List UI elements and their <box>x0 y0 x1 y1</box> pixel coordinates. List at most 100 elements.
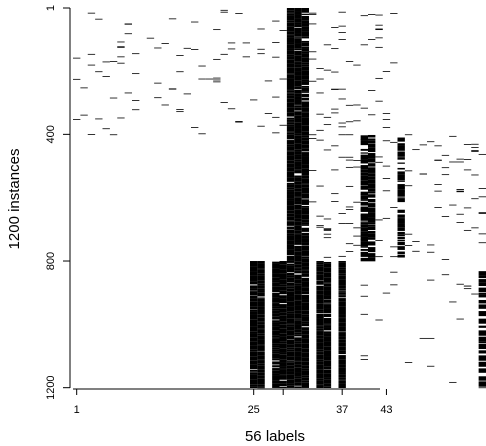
heatmap-cell <box>257 339 265 345</box>
heatmap-cell <box>397 231 405 235</box>
heatmap-cell <box>294 175 302 178</box>
heatmap-cell <box>286 272 295 276</box>
heatmap-cell <box>294 48 302 51</box>
heatmap-cell <box>478 213 486 214</box>
heatmap-cell <box>345 61 354 62</box>
heatmap-cell <box>257 344 265 346</box>
heatmap-cell <box>294 299 302 301</box>
heatmap-cell <box>279 368 287 370</box>
heatmap-cell <box>301 365 310 369</box>
heatmap-cell <box>338 359 346 365</box>
heatmap-cell <box>102 61 110 63</box>
heatmap-cell <box>316 129 324 131</box>
heatmap-cell <box>286 205 295 211</box>
heatmap-cell <box>286 163 295 168</box>
heatmap-cell <box>294 201 302 205</box>
heatmap-cell <box>294 170 302 174</box>
heatmap-cell <box>286 54 295 57</box>
heatmap-cell <box>478 330 486 336</box>
heatmap-cell <box>301 348 310 353</box>
heatmap-cell <box>323 267 332 273</box>
heatmap-cell <box>301 103 310 108</box>
heatmap-cell <box>338 383 346 388</box>
heatmap-cell <box>301 101 310 103</box>
heatmap-cell <box>301 227 310 232</box>
heatmap-cell <box>257 369 265 373</box>
heatmap-cell <box>286 182 295 185</box>
heatmap-cell <box>117 117 125 119</box>
heatmap-cell <box>360 135 369 141</box>
heatmap-cell <box>478 341 486 344</box>
heatmap-cell <box>183 47 192 49</box>
heatmap-cell <box>286 213 295 217</box>
heatmap-cell <box>338 288 346 291</box>
heatmap-cell <box>87 53 96 55</box>
heatmap-cell <box>301 370 310 376</box>
heatmap-cell <box>360 208 369 210</box>
heatmap-cell <box>301 164 310 169</box>
heatmap-cell <box>286 267 295 273</box>
heatmap-cell <box>368 194 376 198</box>
heatmap-cell <box>375 37 383 39</box>
heatmap-cell <box>117 41 125 43</box>
heatmap-cell <box>360 152 369 154</box>
heatmap-cell <box>272 293 280 298</box>
heatmap-cell <box>294 99 302 105</box>
heatmap-cell <box>294 214 302 217</box>
heatmap-cell <box>286 48 295 51</box>
heatmap-cell <box>323 263 332 268</box>
heatmap-cell <box>404 362 413 363</box>
heatmap-cell <box>279 336 287 342</box>
heatmap-cell <box>286 22 295 27</box>
heatmap-cell <box>294 161 302 167</box>
heatmap-cell <box>279 264 287 270</box>
heatmap-cell <box>272 361 280 365</box>
heatmap-cell <box>301 29 310 32</box>
heatmap-cell <box>257 387 265 389</box>
heatmap-cell <box>478 287 486 293</box>
heatmap-cell <box>286 112 295 117</box>
heatmap-cell <box>309 14 317 15</box>
heatmap-cell <box>360 194 369 196</box>
heatmap-cell <box>213 58 221 60</box>
heatmap-cell <box>294 80 302 87</box>
heatmap-cell <box>323 299 332 303</box>
heatmap-cell <box>390 207 398 208</box>
heatmap-cell <box>301 8 310 13</box>
heatmap-cell <box>338 314 346 318</box>
heatmap-cell <box>286 56 295 60</box>
heatmap-cell <box>368 179 376 184</box>
heatmap-cell <box>323 237 332 239</box>
heatmap-cell <box>323 286 332 291</box>
heatmap-cell <box>198 65 206 67</box>
heatmap-cell <box>338 285 346 289</box>
heatmap-cell <box>301 387 310 388</box>
heatmap-cell <box>323 386 332 388</box>
heatmap-cell <box>257 317 265 322</box>
heatmap-cell <box>301 81 310 85</box>
heatmap-cell <box>331 108 339 110</box>
heatmap-cell <box>478 343 486 350</box>
heatmap-cell <box>227 48 236 50</box>
heatmap-cell <box>301 66 310 71</box>
heatmap-cell <box>154 82 162 84</box>
heatmap-cell <box>368 14 376 15</box>
heatmap-cell <box>250 311 258 315</box>
heatmap-cell <box>316 352 324 355</box>
heatmap-cell <box>294 149 302 152</box>
heatmap-cell <box>456 161 464 163</box>
heatmap-cell <box>301 266 310 270</box>
heatmap-cell <box>250 314 258 320</box>
heatmap-cell <box>301 137 310 141</box>
heatmap-cell <box>250 333 258 338</box>
heatmap-cell <box>294 154 302 157</box>
heatmap-cell <box>397 209 405 213</box>
heatmap-cell <box>272 320 280 323</box>
heatmap-cell <box>316 271 324 275</box>
heatmap-cell <box>264 80 273 82</box>
heatmap-cell <box>316 378 324 381</box>
heatmap-cell <box>87 12 96 14</box>
heatmap-cell <box>338 372 346 375</box>
heatmap-cell <box>242 56 251 58</box>
heatmap-cell <box>301 131 310 136</box>
